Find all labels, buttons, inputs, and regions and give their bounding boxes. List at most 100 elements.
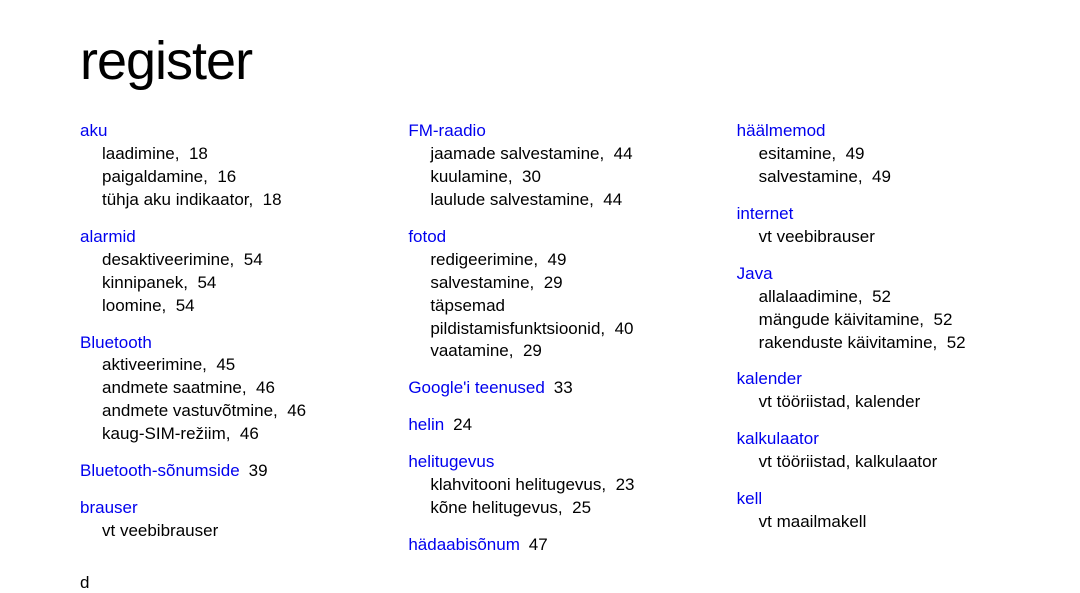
index-section: Javaallalaadimine, 52mängude käivitamine…: [737, 263, 1010, 355]
index-entry: kõne helitugevus, 25: [430, 497, 681, 520]
index-section: internetvt veebibrauser: [737, 203, 1010, 249]
index-entry: mängude käivitamine, 52: [759, 309, 1010, 332]
index-heading[interactable]: alarmid: [80, 227, 136, 246]
index-entry-page: 52: [872, 287, 891, 306]
index-entry-label: allalaadimine,: [759, 287, 863, 306]
index-entry-page: 44: [603, 190, 622, 209]
index-entry: kaug-SIM-režiim, 46: [102, 423, 353, 446]
index-entries: klahvitooni helitugevus, 23 kõne helituge…: [408, 474, 681, 520]
index-heading[interactable]: Java: [737, 264, 773, 283]
index-heading-line: kalender: [737, 368, 1010, 391]
index-heading-line: Bluetooth: [80, 332, 353, 355]
index-heading[interactable]: Bluetooth: [80, 333, 152, 352]
index-heading[interactable]: kell: [737, 489, 763, 508]
index-entry-label: mängude käivitamine,: [759, 310, 924, 329]
index-entry-label: desaktiveerimine,: [102, 250, 234, 269]
index-heading[interactable]: FM-raadio: [408, 121, 485, 140]
index-section: alarmiddesaktiveerimine, 54kinnipanek, 5…: [80, 226, 353, 318]
index-entry-page: 52: [947, 333, 966, 352]
index-entry-label: vaatamine,: [430, 341, 513, 360]
index-section: kalkulaatorvt tööriistad, kalkulaator: [737, 428, 1010, 474]
index-entry-label: aktiveerimine,: [102, 355, 207, 374]
index-entry-page: 54: [244, 250, 263, 269]
index-entry-page: 49: [846, 144, 865, 163]
index-entry: andmete vastuvõtmine, 46: [102, 400, 353, 423]
index-entry-page: 40: [615, 319, 634, 338]
index-entry: loomine, 54: [102, 295, 353, 318]
index-entries: esitamine, 49salvestamine, 49: [737, 143, 1010, 189]
index-heading[interactable]: Bluetooth-sõnumside: [80, 461, 240, 480]
index-entry: salvestamine, 29: [430, 272, 681, 295]
index-section: Google'i teenused 33: [408, 377, 681, 400]
index-heading[interactable]: häälmemod: [737, 121, 826, 140]
index-entry-label: andmete vastuvõtmine,: [102, 401, 278, 420]
index-entry: täpsemad pildistamisfunktsioonid, 40: [430, 295, 681, 341]
index-heading[interactable]: brauser: [80, 498, 138, 517]
index-entries: laadimine, 18paigaldamine, 16tühja aku i…: [80, 143, 353, 212]
index-heading-line: helitugevus: [408, 451, 681, 474]
index-heading-line: aku: [80, 120, 353, 143]
index-section: helin 24: [408, 414, 681, 437]
page-footer: d: [80, 573, 1010, 593]
index-entry: allalaadimine, 52: [759, 286, 1010, 309]
index-heading-line: helin 24: [408, 414, 681, 437]
index-heading-page: 39: [249, 461, 268, 480]
index-section: Bluetooth aktiveerimine, 45andmete saatmi…: [80, 332, 353, 447]
index-heading-line: kalkulaator: [737, 428, 1010, 451]
index-entry-page: 46: [240, 424, 259, 443]
index-heading[interactable]: kalender: [737, 369, 802, 388]
index-section: helitugevus klahvitooni helitugevus, 23 kõ…: [408, 451, 681, 520]
index-entry-page: 29: [523, 341, 542, 360]
index-heading-line: internet: [737, 203, 1010, 226]
index-heading-line: häälmemod: [737, 120, 1010, 143]
index-heading[interactable]: hädaabisõnum: [408, 535, 520, 554]
index-entry-label: tühja aku indikaator,: [102, 190, 253, 209]
index-entries: redigeerimine, 49salvestamine, 29täpsema…: [408, 249, 681, 364]
index-heading[interactable]: Google'i teenused: [408, 378, 545, 397]
index-entry-label: paigaldamine,: [102, 167, 208, 186]
index-entry-label: laulude salvestamine,: [430, 190, 593, 209]
index-entry-page: 52: [933, 310, 952, 329]
index-entry-label: kõne helitugevus,: [430, 498, 562, 517]
index-entry: paigaldamine, 16: [102, 166, 353, 189]
index-section: FM-raadio jaamade salvestamine, 44kuulami…: [408, 120, 681, 212]
index-entry-label: klahvitooni helitugevus,: [430, 475, 606, 494]
index-section: brauservt veebibrauser: [80, 497, 353, 543]
index-heading-line: alarmid: [80, 226, 353, 249]
index-entry: laadimine, 18: [102, 143, 353, 166]
index-entry-label: esitamine,: [759, 144, 836, 163]
index-entry-page: 46: [287, 401, 306, 420]
index-entry-label: rakenduste käivitamine,: [759, 333, 938, 352]
index-entry-label: kaug-SIM-režiim,: [102, 424, 230, 443]
index-entries: aktiveerimine, 45andmete saatmine, 46and…: [80, 354, 353, 446]
index-entry-page: 54: [197, 273, 216, 292]
index-heading[interactable]: fotod: [408, 227, 446, 246]
index-entry-page: 25: [572, 498, 591, 517]
index-heading[interactable]: kalkulaator: [737, 429, 819, 448]
index-heading[interactable]: helin: [408, 415, 444, 434]
index-entry: salvestamine, 49: [759, 166, 1010, 189]
index-entries: desaktiveerimine, 54kinnipanek, 54loomin…: [80, 249, 353, 318]
index-entry: aktiveerimine, 45: [102, 354, 353, 377]
index-entry: andmete saatmine, 46: [102, 377, 353, 400]
index-section: hädaabisõnum 47: [408, 534, 681, 557]
index-columns: akulaadimine, 18paigaldamine, 16tühja ak…: [80, 120, 1010, 571]
index-cross-ref: vt tööriistad, kalender: [737, 391, 1010, 414]
index-entry-label: kuulamine,: [430, 167, 512, 186]
index-entry-page: 16: [217, 167, 236, 186]
index-entries: jaamade salvestamine, 44kuulamine, 30lau…: [408, 143, 681, 212]
index-entry: kinnipanek, 54: [102, 272, 353, 295]
index-heading-line: FM-raadio: [408, 120, 681, 143]
index-entry: laulude salvestamine, 44: [430, 189, 681, 212]
index-entry-page: 49: [872, 167, 891, 186]
index-entry: jaamade salvestamine, 44: [430, 143, 681, 166]
index-heading[interactable]: internet: [737, 204, 794, 223]
index-entry-page: 49: [548, 250, 567, 269]
index-heading[interactable]: aku: [80, 121, 107, 140]
index-entry-page: 23: [616, 475, 635, 494]
index-entry: tühja aku indikaator, 18: [102, 189, 353, 212]
index-entry-label: laadimine,: [102, 144, 180, 163]
index-heading[interactable]: helitugevus: [408, 452, 494, 471]
index-heading-line: hädaabisõnum 47: [408, 534, 681, 557]
index-column-3: häälmemodesitamine, 49salvestamine, 49in…: [737, 120, 1010, 571]
